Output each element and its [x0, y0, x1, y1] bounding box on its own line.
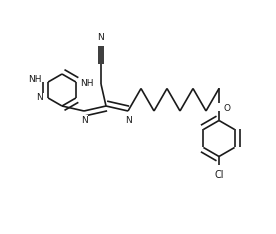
Text: N: N [81, 116, 87, 125]
Text: NH: NH [28, 76, 41, 84]
Text: N: N [36, 94, 43, 102]
Text: O: O [224, 104, 231, 113]
Text: N: N [125, 116, 131, 125]
Text: Cl: Cl [214, 171, 224, 180]
Text: N: N [98, 33, 104, 42]
Text: NH: NH [81, 80, 94, 88]
